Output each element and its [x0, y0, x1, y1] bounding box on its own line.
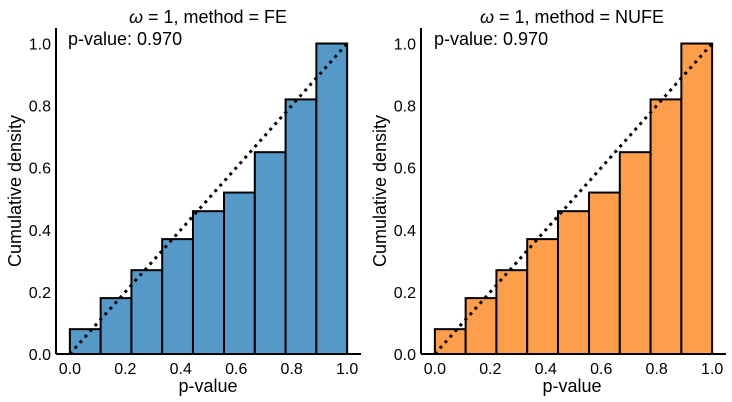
y-tick-label: 0.6 [394, 161, 416, 178]
x-tick-label: 0.2 [479, 361, 501, 378]
histogram-bar [464, 297, 498, 356]
histogram-bar [191, 210, 226, 355]
diagonal-dotted-line [433, 42, 714, 355]
axes: 0.0 0.2 0.4 0.6 0.8 1.0 0.0 0.2 0.4 0.6 0.8 1.0 [394, 28, 726, 378]
histogram-bar [556, 210, 591, 355]
x-axis-label: p-value [542, 376, 601, 396]
reference-line [68, 42, 349, 355]
y-tick-label: 0.0 [394, 347, 416, 364]
y-axis-label: Cumulative density [370, 115, 390, 267]
x-tick-label: 0.2 [114, 361, 136, 378]
histogram-bar [253, 151, 287, 355]
histogram-bar [68, 328, 102, 355]
title-text: = 1, method = NUFE [494, 7, 664, 27]
x-tick-label: 1.0 [336, 361, 358, 378]
y-tick-label: 0.0 [29, 347, 51, 364]
x-axis-label: p-value [178, 376, 237, 396]
x-tick-label: 0.4 [170, 361, 192, 378]
histogram-bar [161, 238, 194, 355]
histogram-bar [284, 98, 318, 355]
x-tick-label: 0.8 [281, 361, 303, 378]
histogram-bar [649, 98, 683, 355]
diagonal-dotted-line [68, 42, 349, 355]
p-value-annotation: p-value: 0.970 [68, 29, 182, 49]
y-tick-label: 0.2 [29, 285, 51, 302]
chart-panel-fe: ω = 1, method = FE 0.0 0.2 0.4 0.6 0.8 1.00.0… [5, 7, 361, 396]
x-tick-label: 0.4 [535, 361, 557, 378]
y-tick-label: 0.2 [394, 285, 416, 302]
x-tick-label: 0.6 [590, 361, 612, 378]
y-axis-label: Cumulative density [5, 115, 25, 267]
title-omega: ω [129, 7, 143, 27]
histogram-bar [223, 191, 256, 355]
p-value-annotation: p-value: 0.970 [434, 29, 548, 49]
chart-title: ω = 1, method = FE [129, 7, 287, 27]
histogram-bar [618, 151, 652, 355]
histogram-bar [495, 269, 529, 355]
chart-title: ω = 1, method = NUFE [480, 7, 664, 27]
x-tick-label: 0.8 [646, 361, 668, 378]
y-tick-label: 0.6 [29, 161, 51, 178]
x-tick-label: 0.0 [59, 361, 81, 378]
chart-panel-nufe: ω = 1, method = NUFE 0.0 0.2 0.4 0.6 0.8 1.00… [370, 7, 726, 396]
y-tick-label: 0.8 [394, 99, 416, 116]
histogram-bar [680, 42, 714, 356]
x-tick-label: 0.6 [225, 361, 247, 378]
reference-line [433, 42, 714, 355]
histogram-bar [315, 42, 349, 356]
histogram-bar [99, 297, 133, 356]
y-tick-label: 1.0 [29, 37, 51, 54]
histogram-bar [588, 191, 621, 355]
title-text: = 1, method = FE [143, 7, 287, 27]
y-tick-label: 0.4 [29, 223, 51, 240]
histogram-bar [130, 269, 164, 355]
y-tick-label: 1.0 [394, 37, 416, 54]
y-tick-label: 0.4 [394, 223, 416, 240]
histogram-bar [433, 328, 467, 355]
axes: 0.0 0.2 0.4 0.6 0.8 1.0 0.0 0.2 0.4 0.6 0.8 1.0 [29, 28, 361, 378]
y-tick-label: 0.8 [29, 99, 51, 116]
histogram-bar [526, 238, 559, 355]
x-tick-label: 0.0 [424, 361, 446, 378]
x-tick-label: 1.0 [701, 361, 723, 378]
title-omega: ω [480, 7, 494, 27]
